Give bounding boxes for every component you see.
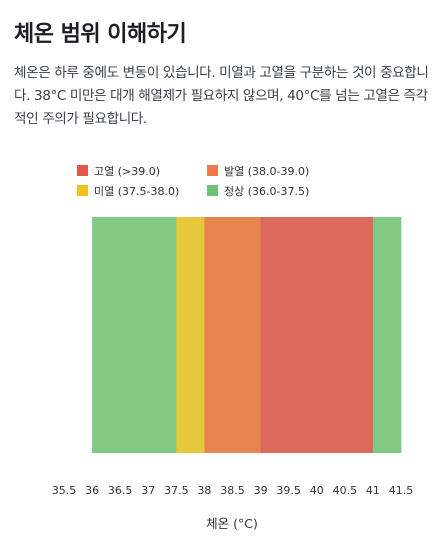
range-bar-mild <box>176 217 205 453</box>
page-description: 체온은 하루 중에도 변동이 있습니다. 미열과 고열을 구분하는 것이 중요합… <box>14 65 429 127</box>
x-axis-label: 체온 (°C) <box>206 516 258 531</box>
legend-swatch-fever <box>207 165 218 176</box>
x-tick-label: 36.5 <box>108 484 133 497</box>
x-tick-label: 39 <box>254 484 268 497</box>
legend-swatch-normal <box>207 185 218 196</box>
x-tick-label: 41.5 <box>389 484 414 497</box>
range-bar-normal-edge <box>372 217 402 453</box>
x-tick-label: 41 <box>366 484 380 497</box>
legend-label-fever: 발열 (38.0-39.0) <box>224 165 309 178</box>
x-tick-label: 36 <box>85 484 99 497</box>
page-title: 체온 범위 이해하기 <box>14 22 187 47</box>
legend-swatch-high <box>77 165 88 176</box>
x-axis-ticks: 35.5 36 36.5 37 37.5 38 38.5 39 39.5 40 40.5 41 41.5 <box>52 484 414 497</box>
legend-label-mild: 미열 (37.5-38.0) <box>94 185 179 198</box>
legend-swatch-mild <box>77 185 88 196</box>
x-tick-label: 37 <box>141 484 155 497</box>
x-tick-label: 38 <box>197 484 211 497</box>
x-tick-label: 38.5 <box>220 484 245 497</box>
x-tick-label: 40 <box>310 484 324 497</box>
legend-label-normal: 정상 (36.0-37.5) <box>224 185 309 198</box>
range-bar-fever <box>204 217 261 453</box>
legend-label-high: 고열 (>39.0) <box>94 165 160 178</box>
chart-legend: 고열 (>39.0) 발열 (38.0-39.0) 미열 (37.5-38.0) 정상… <box>77 165 309 198</box>
x-tick-label: 37.5 <box>164 484 189 497</box>
range-bar-normal <box>92 217 177 453</box>
range-bars <box>92 217 402 453</box>
x-tick-label: 35.5 <box>52 484 77 497</box>
x-tick-label: 40.5 <box>333 484 358 497</box>
x-tick-label: 39.5 <box>276 484 301 497</box>
range-bar-high <box>260 217 374 453</box>
